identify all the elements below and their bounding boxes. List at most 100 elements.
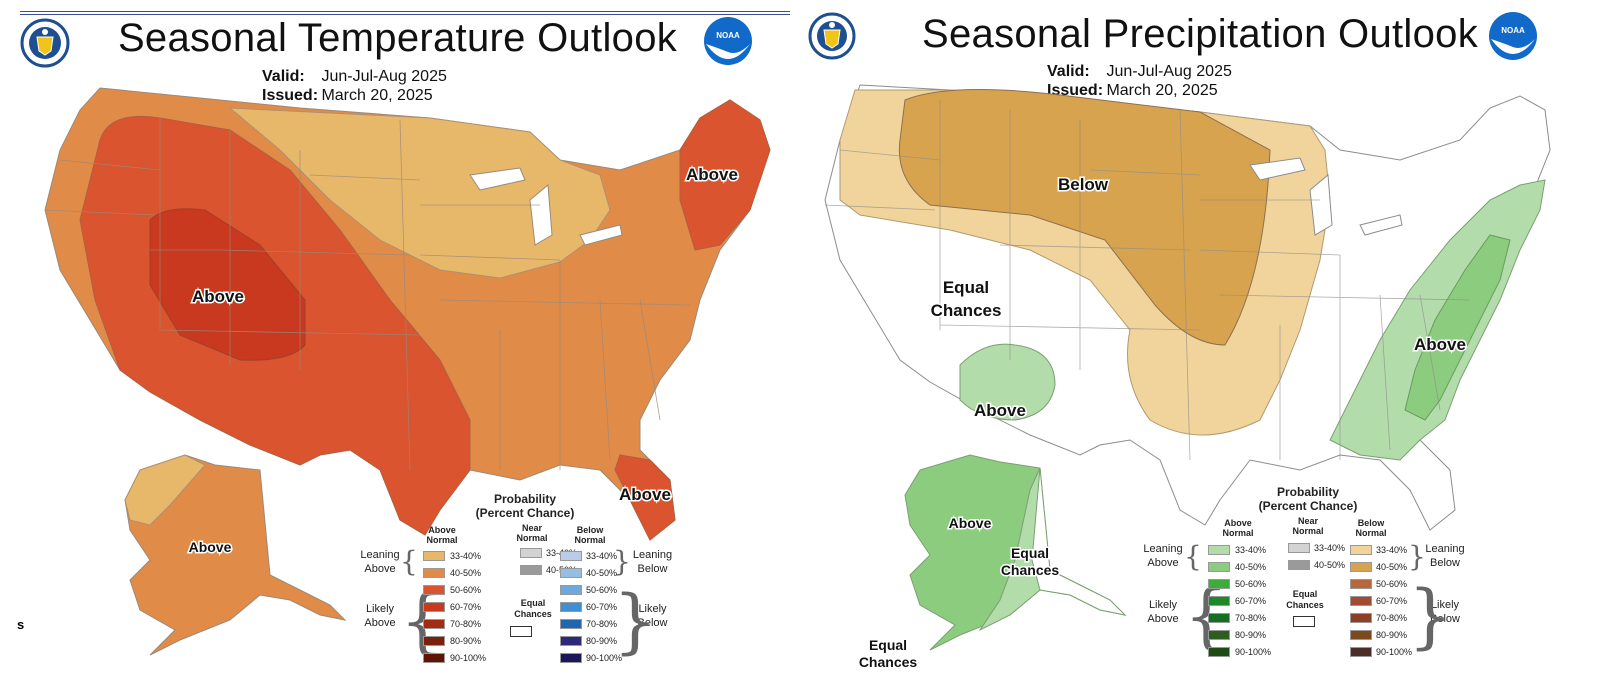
commerce-seal-icon [20,18,70,68]
valid-label: Valid: [1047,63,1090,80]
legend-swatch [560,568,582,578]
legend-likely-below: Likely Below [637,603,668,629]
legend-range-label: 50-60% [586,585,618,595]
legend-range-label: 50-60% [1376,579,1408,589]
legend-range-label: 90-100% [1235,647,1272,657]
likely-above-florida [614,454,676,541]
likely-above-northeast [679,99,771,251]
label-above-northeast: Above [686,165,738,184]
legend-swatch [423,636,445,646]
precipitation-legend: Probability (Percent Chance) Above Normal… [1138,485,1468,680]
issued-value: March 20, 2025 [321,87,433,104]
legend-col-below: Below Normal [574,525,606,545]
legend-range-label: 50-60% [450,585,482,595]
legend-equal-chances-swatch [1293,616,1315,627]
label-equal-chances-west-2: Chances [931,301,1002,320]
legend-range-label: 40-50% [1376,562,1408,572]
legend-swatch [520,565,542,575]
legend-range-label: 33-40% [1235,545,1267,555]
header-rule [20,11,790,12]
label-equal-chances-alaska-2: Chances [1001,562,1060,578]
legend-range-label: 70-80% [586,619,618,629]
alaska-leaning-above [978,467,1041,632]
legend-range-label: 33-40% [1314,543,1346,553]
leaning-above-region [228,107,611,279]
legend-swatch [560,602,582,612]
legend-col-above: Above Normal [426,525,458,545]
label-above-east: Above [1414,335,1466,354]
legend-range-label: 60-70% [1235,596,1267,606]
legend-swatch [1350,562,1372,572]
legend-range-label: 70-80% [450,619,482,629]
label-equal-chances-corner-1: Equal [869,637,907,653]
legend-likely-above: Likely Above [364,603,396,629]
legend-col-above: Above Normal [1222,518,1254,538]
legend-swatch [423,619,445,629]
legend-range-label: 40-50% [1235,562,1267,572]
legend-leaning-above: Leaning Above [360,549,400,575]
validity-info: Valid: Jun-Jul-Aug 2025 Issued: March 20… [1047,62,1232,100]
legend-range-label: 33-40% [586,551,618,561]
legend-swatch [423,585,445,595]
legend-swatch [1288,560,1310,570]
legend-swatch [423,568,445,578]
header-rule [20,14,790,15]
legend-swatch [1208,647,1230,657]
legend-swatch [560,551,582,561]
legend-range-label: 80-90% [586,636,618,646]
temperature-map: Above Above Above Above [44,87,771,656]
legend-range-label: 33-40% [1376,545,1408,555]
valid-value: Jun-Jul-Aug 2025 [321,68,447,85]
legend-swatch [560,653,582,663]
legend-likely-above: Likely Above [1147,599,1179,625]
brace-icon: } [613,545,631,578]
temperature-legend: Probability (Percent Chance) Above Normal… [350,490,680,680]
legend-range-label: 90-100% [450,653,487,663]
legend-col-below: Below Normal [1355,518,1387,538]
legend-leaning-below: Leaning Below [632,549,673,575]
above-southwest-region [959,343,1056,421]
noaa-logo-icon: NOAA [704,17,752,65]
legend-swatch [1208,613,1230,623]
legend-range-label: 90-100% [1376,647,1413,657]
legend-swatch [1208,596,1230,606]
label-equal-chances-west-1: Equal [943,278,989,297]
brace-icon: } [613,580,658,662]
issued-label: Issued: [262,87,319,104]
legend-swatch [423,551,445,561]
legend-swatch [560,585,582,595]
alaska-map [124,454,347,656]
legend-equal-chances: Equal Chances [1286,589,1324,610]
legend-swatch [1350,613,1372,623]
noaa-logo-icon: NOAA [1489,12,1537,60]
legend-swatch [520,548,542,558]
legend-swatch [1208,579,1230,589]
legend-equal-chances-swatch [510,626,532,637]
temperature-outlook-panel: Seasonal Temperature Outlook NOAA Valid:… [0,0,795,685]
legend-leaning-below: Leaning Below [1425,543,1465,569]
legend-leaning-above: Leaning Above [1143,543,1183,569]
legend-title: Probability (Percent Chance) [475,492,575,520]
great-lakes [1249,157,1403,236]
alaska-equal-chances [1024,467,1127,616]
legend-range-label: 40-50% [586,568,618,578]
valid-value: Jun-Jul-Aug 2025 [1106,63,1232,80]
brace-icon: { [400,545,418,578]
precipitation-outlook-panel: Seasonal Precipitation Outlook NOAA Vali… [800,0,1600,685]
legend-col-near: Near Normal [1292,516,1324,536]
legend-swatch [560,636,582,646]
legend-title: Probability (Percent Chance) [1258,485,1358,513]
label-above-florida: Above [619,485,671,504]
legend-swatch [1350,545,1372,555]
brace-icon: } [1408,575,1453,657]
legend-swatch [1350,596,1372,606]
issued-value: March 20, 2025 [1106,82,1218,99]
legend-range-label: 80-90% [450,636,482,646]
validity-info: Valid: Jun-Jul-Aug 2025 Issued: March 20… [262,67,447,105]
above-eastcoast-core [1404,234,1511,421]
likely-above-core [149,208,306,361]
legend-range-label: 40-50% [450,568,482,578]
legend-swatch [560,619,582,629]
precipitation-title: Seasonal Precipitation Outlook [922,12,1478,56]
label-above-alaska: Above [949,515,992,531]
